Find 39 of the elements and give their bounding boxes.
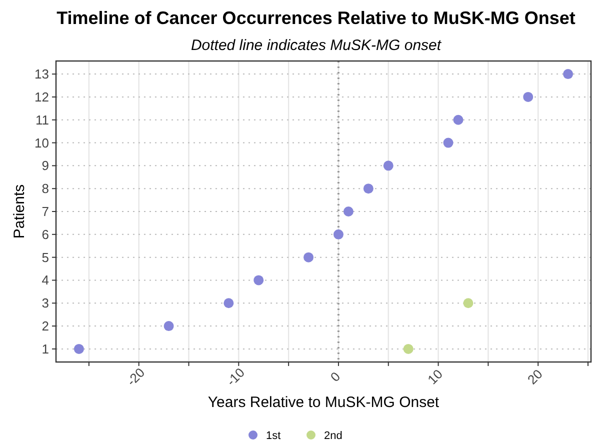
point (74, 344, 84, 354)
y-tick-label: 8 (42, 181, 49, 196)
point (224, 298, 234, 308)
y-tick-label: 4 (42, 272, 49, 288)
point (254, 275, 264, 286)
x-tick-label: 10 (424, 366, 446, 388)
y-tick-label: 9 (42, 158, 49, 174)
point (443, 138, 454, 148)
y-tick-label: 12 (34, 89, 49, 104)
chart-subtitle: Dotted line indicates MuSK-MG onset (190, 37, 442, 54)
point (403, 344, 414, 354)
y-tick-label: 1 (42, 341, 49, 356)
y-tick-label: 6 (42, 226, 49, 242)
x-tick-label: -20 (124, 364, 148, 389)
point (563, 69, 574, 80)
point (383, 160, 394, 171)
legend-label: 2nd (324, 430, 342, 442)
x-axis-title: Years Relative to MuSK-MG Onset (208, 394, 440, 411)
y-tick-label: 13 (34, 66, 49, 82)
y-axis-title: Patients (11, 184, 28, 239)
y-tick-label: 2 (42, 318, 49, 334)
x-tick-label: 0 (327, 368, 344, 385)
y-tick-label: 3 (42, 296, 49, 311)
point (164, 321, 174, 332)
point (363, 184, 374, 194)
y-tick-label: 7 (42, 204, 49, 219)
x-tick-label: 20 (524, 366, 546, 388)
point (463, 298, 474, 308)
x-tick-label: -10 (224, 364, 248, 389)
legend-label: 1st (266, 430, 281, 442)
y-tick-label: 5 (42, 250, 49, 265)
chart-title: Timeline of Cancer Occurrences Relative to MuSK-MG Onset (56, 8, 576, 28)
point (343, 206, 354, 216)
point (304, 252, 314, 262)
point (453, 114, 464, 125)
point (333, 229, 344, 240)
y-tick-label: 11 (36, 112, 49, 128)
y-tick-label: 10 (34, 135, 49, 150)
point (523, 92, 534, 102)
